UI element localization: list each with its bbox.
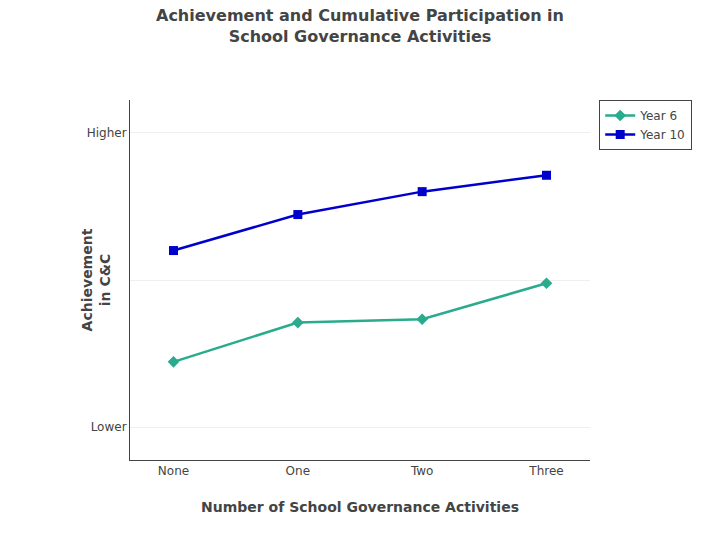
svg-text:Year 10: Year 10 [639, 128, 685, 142]
svg-text:Year 6: Year 6 [639, 109, 677, 123]
svg-text:None: None [158, 464, 189, 478]
svg-text:Lower: Lower [91, 420, 127, 434]
svg-text:One: One [286, 464, 310, 478]
svg-text:Achievementin C&C: Achievementin C&C [79, 228, 113, 331]
svg-text:Achievement and Cumulative Par: Achievement and Cumulative Participation… [156, 6, 564, 46]
svg-text:Two: Two [410, 464, 434, 478]
svg-text:Higher: Higher [87, 126, 127, 140]
svg-text:Three: Three [528, 464, 563, 478]
svg-text:Number of School Governance Ac: Number of School Governance Activities [201, 499, 519, 515]
